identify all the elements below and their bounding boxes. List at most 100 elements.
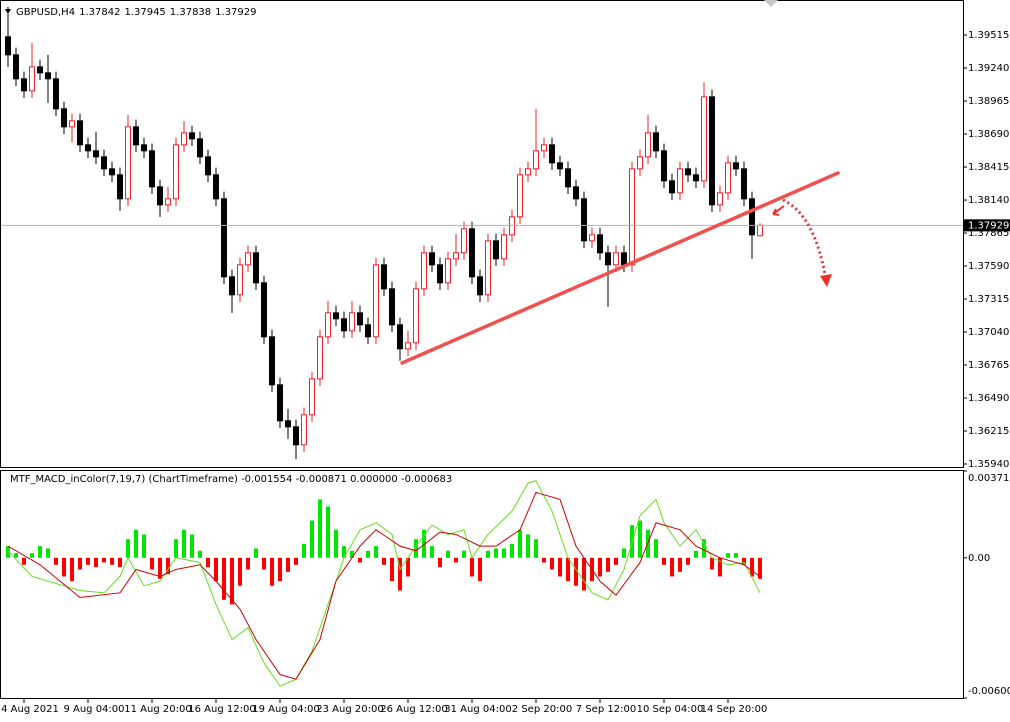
histogram-bar xyxy=(390,557,394,582)
candle-body xyxy=(237,264,243,296)
histogram-bar xyxy=(342,546,346,558)
histogram-bar xyxy=(438,557,442,568)
candle-body xyxy=(549,144,555,164)
candle-body xyxy=(653,132,659,152)
y-tick-label: 1.37315 xyxy=(968,294,1009,305)
candle-body xyxy=(605,252,611,266)
candle-body xyxy=(277,384,283,422)
candle-body xyxy=(125,126,131,200)
candle-body xyxy=(725,162,731,194)
y-tick-label: 1.39240 xyxy=(968,63,1009,74)
candle-body xyxy=(365,324,371,338)
y-tick-label: 1.35940 xyxy=(968,459,1009,470)
indicator-panel-frame xyxy=(0,470,964,699)
histogram-bar xyxy=(678,557,682,572)
x-tick-label: 19 Aug 04:00 xyxy=(252,704,319,715)
histogram-bar xyxy=(198,550,202,558)
histogram-bar xyxy=(326,506,330,558)
candle-body xyxy=(397,324,403,350)
candle-body xyxy=(245,252,251,266)
candle-body xyxy=(709,96,715,206)
header-close: 1.37929 xyxy=(215,7,256,18)
x-tick-label: 2 Sep 20:00 xyxy=(512,704,572,715)
current-price-box xyxy=(964,219,1010,232)
forecast-arrow xyxy=(782,198,828,281)
histogram-bar xyxy=(22,557,26,565)
shift-marker xyxy=(764,0,778,7)
histogram-bar xyxy=(702,539,706,558)
candle-body xyxy=(341,318,347,332)
histogram-bar xyxy=(254,548,258,558)
histogram-bar xyxy=(622,548,626,558)
histogram-bar xyxy=(398,557,402,591)
retest-arrow xyxy=(772,205,785,216)
histogram-bar xyxy=(406,557,410,577)
histogram-bar xyxy=(670,557,674,577)
candle-body xyxy=(261,282,267,338)
candle-body xyxy=(93,150,99,158)
x-tick-label: 4 Aug 2021 xyxy=(1,704,59,715)
histogram-bar xyxy=(422,529,426,558)
candle-body xyxy=(293,426,299,446)
symbol: GBPUSD,H4 xyxy=(16,7,75,18)
histogram-bar xyxy=(30,553,34,558)
y-tick-label: 1.36490 xyxy=(968,393,1009,404)
x-tick-label: 16 Aug 12:00 xyxy=(188,704,255,715)
symbol-menu-arrow[interactable] xyxy=(5,9,11,14)
histogram-bar xyxy=(70,557,74,582)
candle-body xyxy=(229,276,235,296)
y-tick-label: -0.006006 xyxy=(968,686,1010,697)
forecast-arrowhead xyxy=(820,274,832,287)
histogram-bar xyxy=(286,557,290,572)
histogram-bar xyxy=(334,529,338,558)
candle-body xyxy=(45,72,51,80)
histogram-bar xyxy=(182,529,186,558)
candle-body xyxy=(557,162,563,170)
histogram-bar xyxy=(6,546,10,558)
histogram-bar xyxy=(510,543,514,558)
candle-body xyxy=(53,78,59,110)
histogram-bar xyxy=(206,557,210,568)
histogram-bar xyxy=(54,557,58,565)
histogram-bar xyxy=(582,557,586,591)
candle-body xyxy=(741,168,747,200)
candle-body xyxy=(693,174,699,182)
candle-body xyxy=(461,228,467,254)
histogram-bar xyxy=(550,557,554,570)
y-tick-label: 1.37590 xyxy=(968,261,1009,272)
candle-body xyxy=(253,252,259,284)
histogram-bar xyxy=(166,557,170,575)
candle-body xyxy=(357,312,363,326)
candle-body xyxy=(565,168,571,188)
histogram-bar xyxy=(302,543,306,558)
candle-body xyxy=(573,186,579,200)
histogram-bar xyxy=(222,557,226,600)
histogram-bar xyxy=(214,557,218,582)
histogram-bar xyxy=(606,557,610,572)
candle-body xyxy=(389,288,395,326)
trendline[interactable] xyxy=(400,171,840,365)
histogram-bar xyxy=(662,557,666,565)
header-open: 1.37842 xyxy=(79,7,120,18)
histogram-bar xyxy=(238,557,242,586)
histogram-bar xyxy=(142,534,146,558)
histogram-bar xyxy=(46,548,50,558)
candle-body xyxy=(525,168,531,176)
candle-body xyxy=(645,132,651,158)
candle-body xyxy=(493,240,499,260)
header-high: 1.37945 xyxy=(124,7,165,18)
histogram-bar xyxy=(574,557,578,586)
candle-body xyxy=(413,288,419,344)
candle-body xyxy=(157,186,163,206)
candle-body xyxy=(685,168,691,176)
candle-body xyxy=(597,234,603,254)
candle-body xyxy=(429,252,435,266)
candle-body xyxy=(149,150,155,188)
y-tick-label: 0.00 xyxy=(968,553,990,564)
y-tick-label: 1.36215 xyxy=(968,426,1009,437)
histogram-bar xyxy=(318,499,322,558)
x-tick-label: 9 Aug 04:00 xyxy=(63,704,124,715)
histogram-bar xyxy=(478,557,482,582)
candle-body xyxy=(77,120,83,146)
histogram-bar xyxy=(758,557,762,579)
